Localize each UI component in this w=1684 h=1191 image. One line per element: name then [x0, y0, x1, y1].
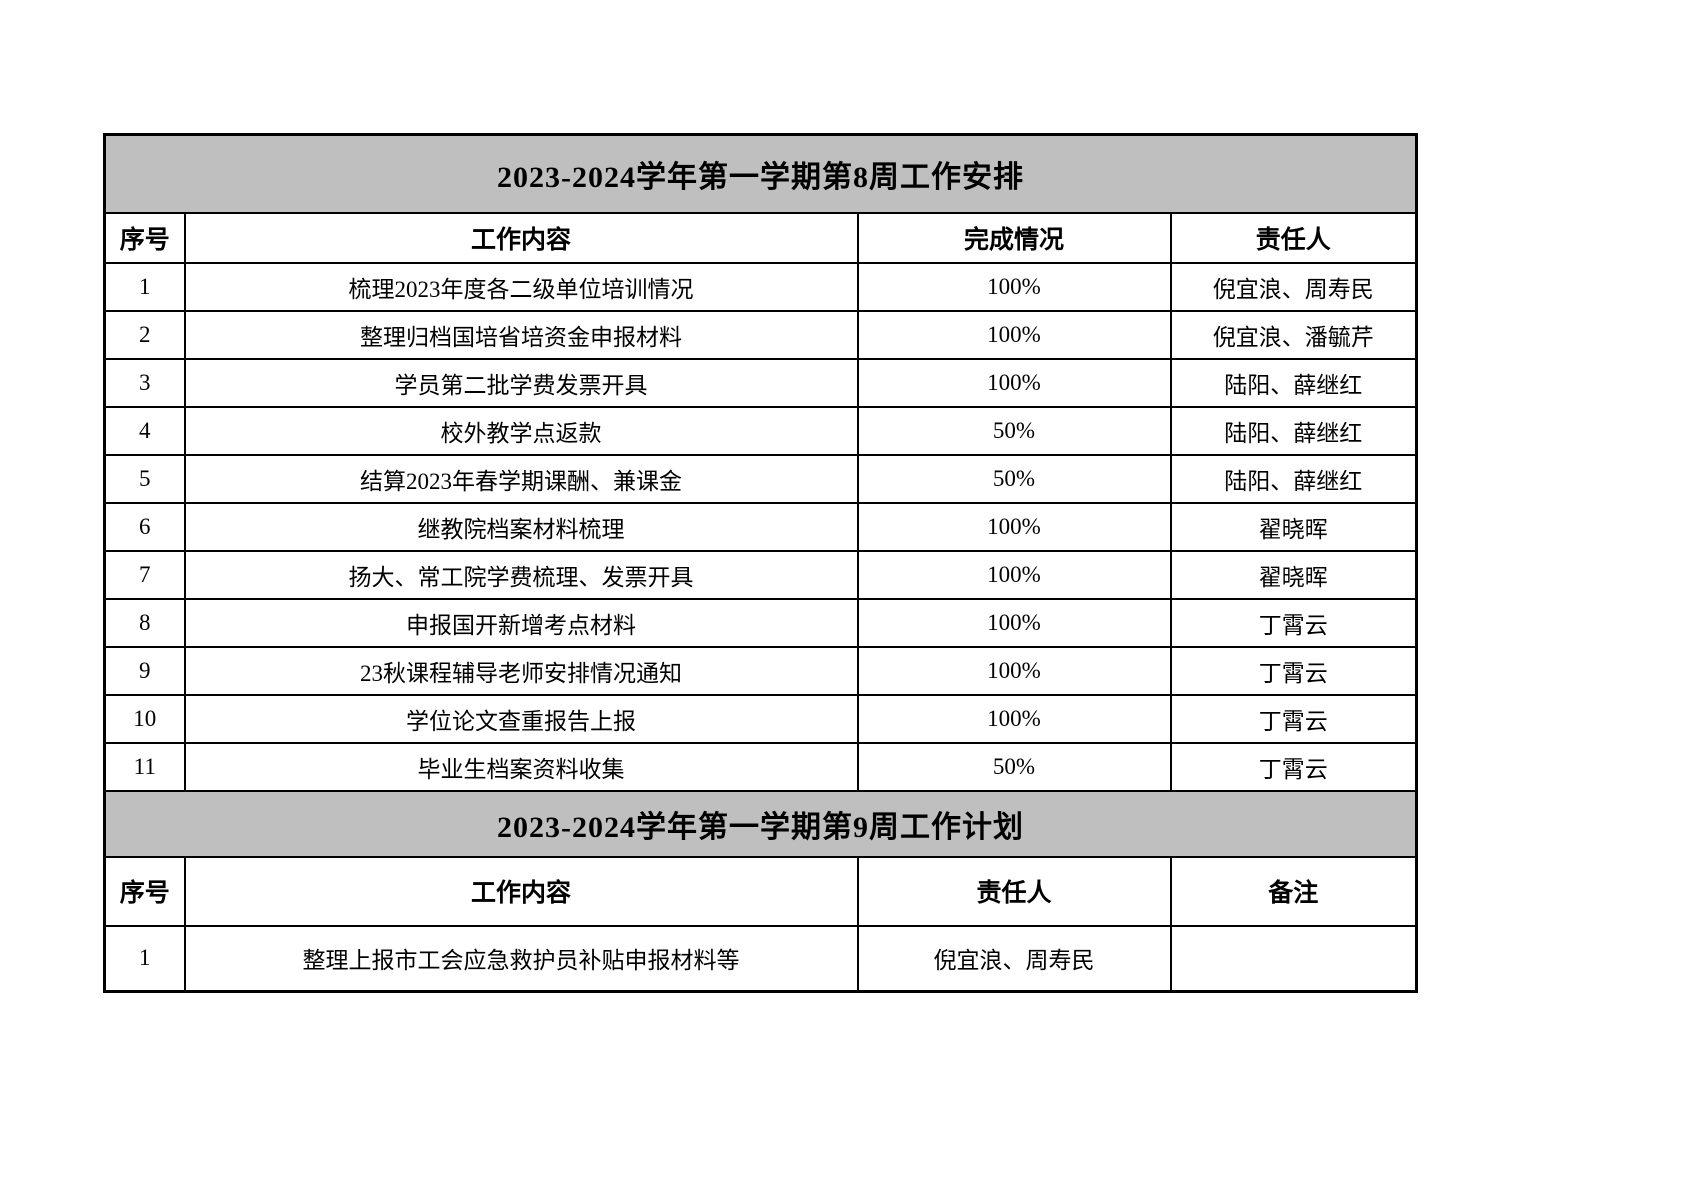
status-cell: 50% — [856, 405, 1172, 456]
status-cell: 100% — [856, 549, 1172, 600]
task-cell: 申报国开新增考点材料 — [183, 597, 859, 648]
task-cell: 继教院档案材料梳理 — [183, 501, 859, 552]
table-row: 1 整理上报市工会应急救护员补贴申报材料等 倪宜浪、周寿民 — [103, 924, 1418, 993]
owner-cell: 倪宜浪、潘毓芹 — [1169, 309, 1418, 360]
section2-title: 2023-2024学年第一学期第9周工作计划 — [103, 789, 1418, 858]
section2-title-row: 2023-2024学年第一学期第9周工作计划 — [103, 789, 1418, 858]
row-number-cell: 3 — [103, 357, 186, 408]
owner-cell: 丁霄云 — [1169, 741, 1418, 792]
header-work-content: 工作内容 — [183, 211, 859, 264]
task-cell: 整理上报市工会应急救护员补贴申报材料等 — [183, 924, 859, 993]
section2-header-row: 序号 工作内容 责任人 备注 — [103, 855, 1418, 927]
note-cell — [1169, 924, 1418, 993]
task-cell: 学位论文查重报告上报 — [183, 693, 859, 744]
status-cell: 50% — [856, 453, 1172, 504]
task-cell: 整理归档国培省培资金申报材料 — [183, 309, 859, 360]
status-cell: 100% — [856, 597, 1172, 648]
table-row: 7 扬大、常工院学费梳理、发票开具 100% 翟晓晖 — [103, 549, 1418, 600]
owner-cell: 丁霄云 — [1169, 645, 1418, 696]
section1-title: 2023-2024学年第一学期第8周工作安排 — [103, 133, 1418, 214]
status-cell: 50% — [856, 741, 1172, 792]
status-cell: 100% — [856, 645, 1172, 696]
table-row: 8 申报国开新增考点材料 100% 丁霄云 — [103, 597, 1418, 648]
task-cell: 扬大、常工院学费梳理、发票开具 — [183, 549, 859, 600]
row-number-cell: 4 — [103, 405, 186, 456]
header-remarks: 备注 — [1169, 855, 1418, 927]
task-cell: 23秋课程辅导老师安排情况通知 — [183, 645, 859, 696]
header-work-content: 工作内容 — [183, 855, 859, 927]
owner-cell: 陆阳、薛继红 — [1169, 357, 1418, 408]
row-number-cell: 7 — [103, 549, 186, 600]
row-number-cell: 6 — [103, 501, 186, 552]
table-row: 1 梳理2023年度各二级单位培训情况 100% 倪宜浪、周寿民 — [103, 261, 1418, 312]
task-cell: 结算2023年春学期课酬、兼课金 — [183, 453, 859, 504]
owner-cell: 丁霄云 — [1169, 693, 1418, 744]
row-number-cell: 9 — [103, 645, 186, 696]
row-number-cell: 1 — [103, 924, 186, 993]
header-responsible-person: 责任人 — [1169, 211, 1418, 264]
status-cell: 100% — [856, 501, 1172, 552]
table-row: 4 校外教学点返款 50% 陆阳、薛继红 — [103, 405, 1418, 456]
table-row: 9 23秋课程辅导老师安排情况通知 100% 丁霄云 — [103, 645, 1418, 696]
owner-cell: 丁霄云 — [1169, 597, 1418, 648]
task-cell: 梳理2023年度各二级单位培训情况 — [183, 261, 859, 312]
table-row: 6 继教院档案材料梳理 100% 翟晓晖 — [103, 501, 1418, 552]
header-completion-status: 完成情况 — [856, 211, 1172, 264]
row-number-cell: 1 — [103, 261, 186, 312]
section1-title-row: 2023-2024学年第一学期第8周工作安排 — [103, 133, 1418, 214]
owner-cell: 翟晓晖 — [1169, 501, 1418, 552]
owner-cell: 倪宜浪、周寿民 — [1169, 261, 1418, 312]
status-cell: 100% — [856, 309, 1172, 360]
owner-cell: 陆阳、薛继红 — [1169, 405, 1418, 456]
work-schedule-table: 2023-2024学年第一学期第8周工作安排 序号 工作内容 完成情况 责任人 … — [103, 133, 1418, 993]
header-responsible-person: 责任人 — [856, 855, 1172, 927]
status-cell: 100% — [856, 693, 1172, 744]
table-row: 2 整理归档国培省培资金申报材料 100% 倪宜浪、潘毓芹 — [103, 309, 1418, 360]
row-number-cell: 5 — [103, 453, 186, 504]
status-cell: 100% — [856, 357, 1172, 408]
table-row: 11 毕业生档案资料收集 50% 丁霄云 — [103, 741, 1418, 792]
row-number-cell: 11 — [103, 741, 186, 792]
task-cell: 学员第二批学费发票开具 — [183, 357, 859, 408]
task-cell: 校外教学点返款 — [183, 405, 859, 456]
owner-cell: 倪宜浪、周寿民 — [856, 924, 1172, 993]
table-row: 5 结算2023年春学期课酬、兼课金 50% 陆阳、薛继红 — [103, 453, 1418, 504]
section1-header-row: 序号 工作内容 完成情况 责任人 — [103, 211, 1418, 264]
task-cell: 毕业生档案资料收集 — [183, 741, 859, 792]
owner-cell: 翟晓晖 — [1169, 549, 1418, 600]
status-cell: 100% — [856, 261, 1172, 312]
row-number-cell: 8 — [103, 597, 186, 648]
row-number-cell: 10 — [103, 693, 186, 744]
owner-cell: 陆阳、薛继红 — [1169, 453, 1418, 504]
row-number-cell: 2 — [103, 309, 186, 360]
table-row: 10 学位论文查重报告上报 100% 丁霄云 — [103, 693, 1418, 744]
header-serial-number: 序号 — [103, 855, 186, 927]
header-serial-number: 序号 — [103, 211, 186, 264]
table-row: 3 学员第二批学费发票开具 100% 陆阳、薛继红 — [103, 357, 1418, 408]
